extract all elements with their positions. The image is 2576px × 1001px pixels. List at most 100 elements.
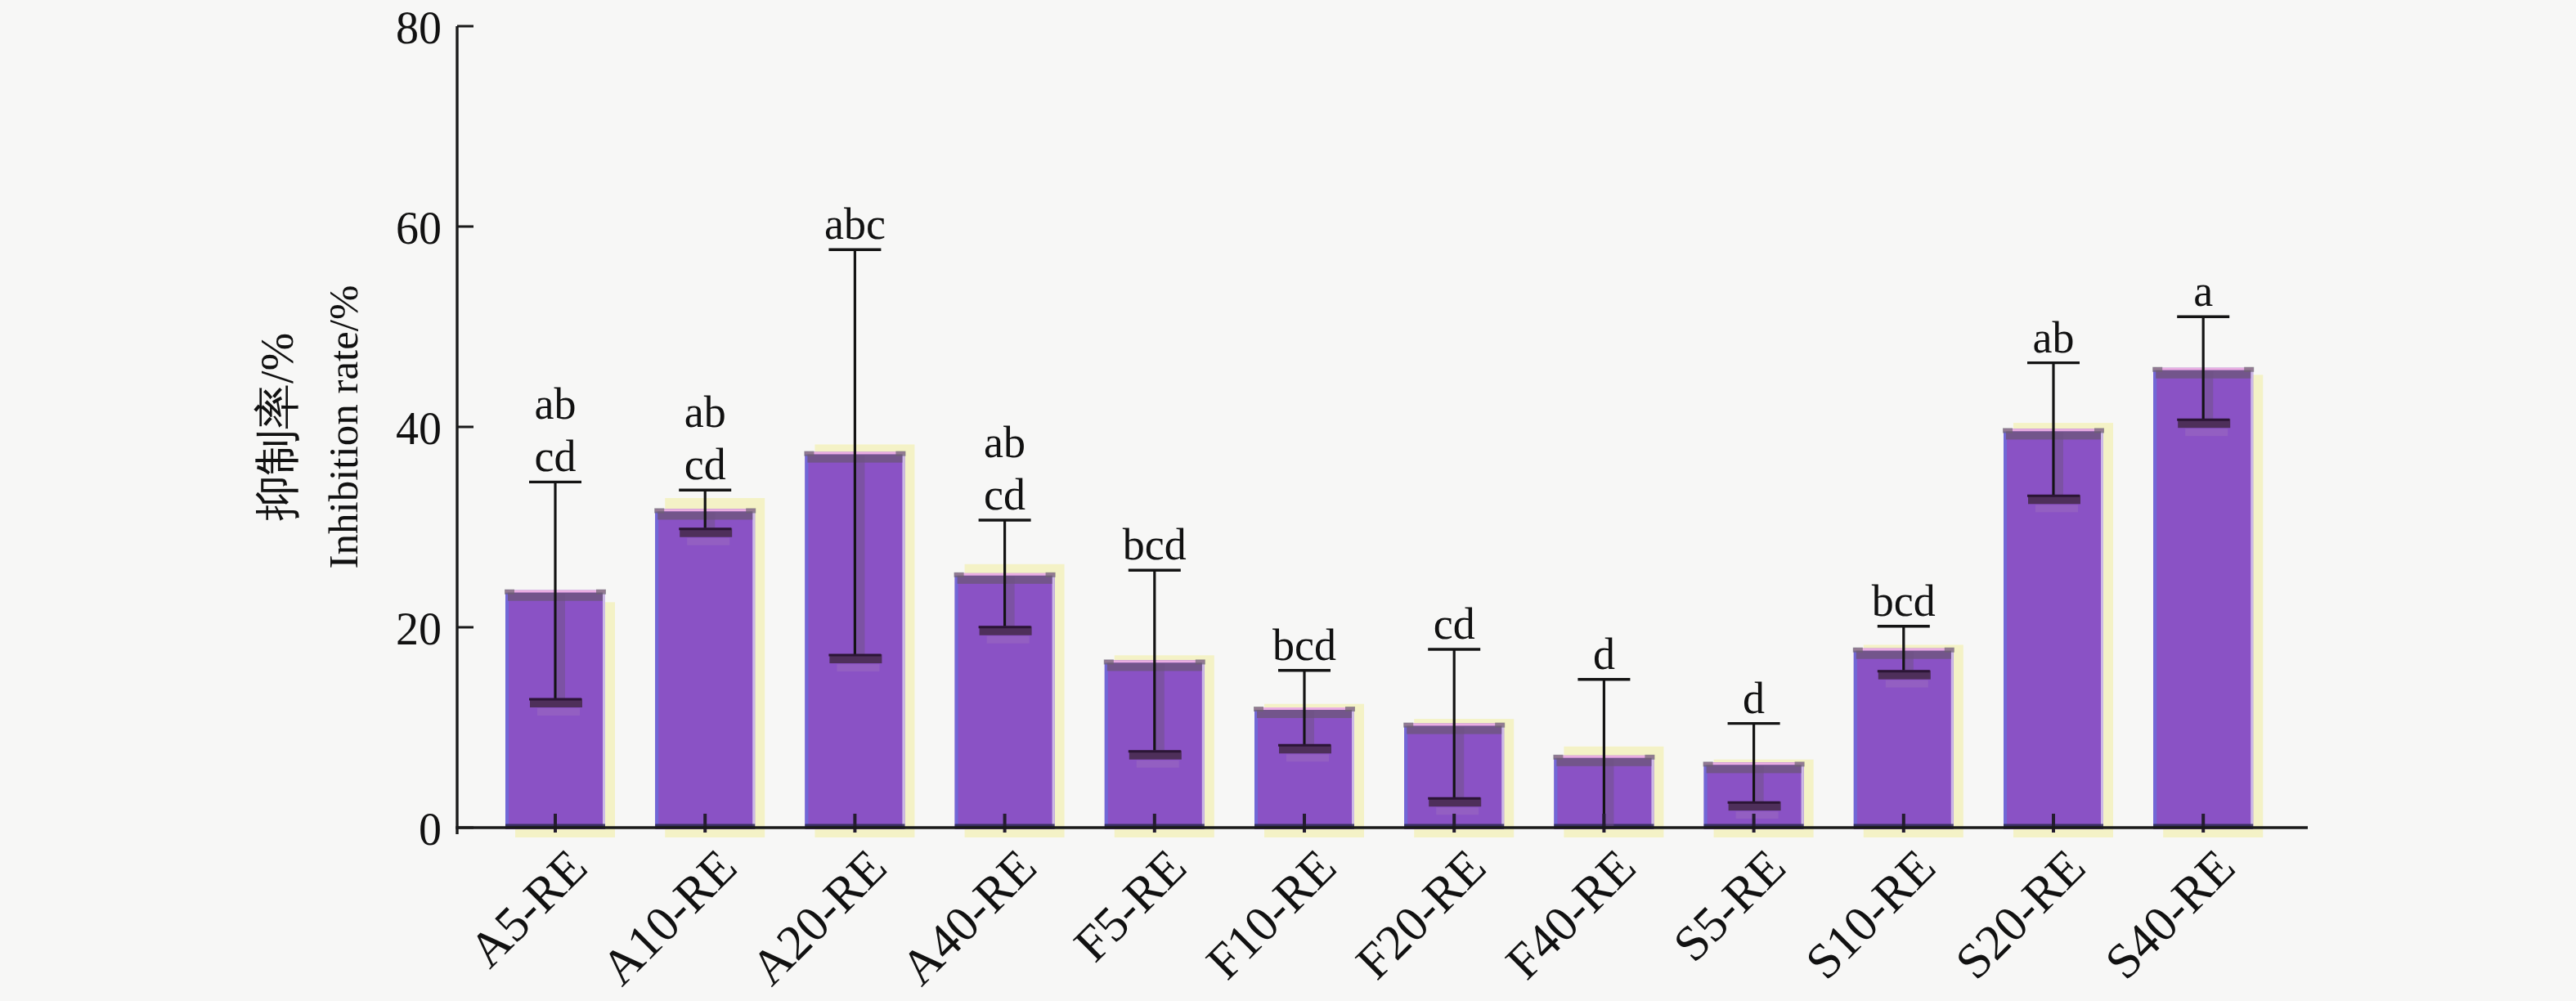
sig-letter: ab (535, 379, 577, 429)
bar-corner-nub (2152, 367, 2162, 372)
bar-edge-left (505, 590, 509, 828)
y-tick-label: 60 (396, 203, 442, 254)
sig-letter: ab (684, 388, 726, 437)
bar-edge-left (1105, 660, 1108, 828)
whisker-stripe (856, 456, 864, 654)
bar-edge-right (1352, 707, 1354, 828)
bar-corner-nub (1645, 755, 1654, 760)
error-cap-bottom-echo (1886, 680, 1928, 688)
y-axis-title-en: Inhibition rate/% (321, 285, 366, 569)
x-tick (1752, 814, 1756, 833)
bar-chart: abcdA5-REabcdA10-REabcA20-REabcdA40-REbc… (0, 0, 2576, 1001)
y-tick-label: 20 (396, 604, 442, 654)
whisker-stripe (1156, 663, 1165, 750)
x-tick (1153, 814, 1156, 833)
bar (655, 509, 755, 829)
whisker-stripe (557, 594, 565, 698)
bar-corner-nub (746, 508, 756, 513)
bar-corner-nub (1345, 707, 1355, 711)
whisker-stripe (1905, 652, 1914, 671)
x-tick (853, 814, 856, 833)
bar-edge-left (1554, 756, 1557, 828)
bar-edge-left (1854, 649, 1857, 828)
bar-corner-nub (1403, 723, 1413, 728)
bar-corner-nub (654, 508, 664, 513)
whisker-stripe (2055, 432, 2063, 495)
bar-corner-nub (1046, 572, 1056, 577)
whisker-stripe (1605, 759, 1613, 826)
bar-edge-right (1651, 756, 1654, 828)
x-tick (1902, 814, 1905, 833)
x-tick (1602, 814, 1605, 833)
sig-letter: cd (684, 440, 726, 489)
sig-letter: bcd (1872, 577, 1936, 626)
bar-corner-nub (1553, 755, 1563, 760)
sig-letter: d (1743, 674, 1765, 723)
bar-edge-left (1404, 724, 1407, 828)
sig-letter: a (2193, 267, 2213, 316)
bar-edge-right (2251, 368, 2253, 828)
bar-edge-right (1951, 649, 1954, 828)
x-tick (1003, 814, 1007, 833)
sig-letter: ab (2033, 313, 2075, 362)
bar-edge-right (603, 590, 605, 828)
bar-corner-nub (2094, 428, 2104, 433)
bar-corner-nub (596, 590, 606, 595)
bar-edge-right (1202, 660, 1205, 828)
bar-edge-right (752, 509, 755, 828)
error-cap-bottom-echo (1436, 807, 1479, 815)
bar-edge-right (1052, 573, 1055, 828)
bar-corner-nub (1104, 659, 1114, 664)
x-tick-label: F40-RE (1496, 839, 1646, 990)
x-tick (703, 814, 707, 833)
x-tick-label: S10-RE (1795, 839, 1945, 990)
x-tick (2052, 814, 2055, 833)
x-tick-label: F10-RE (1196, 839, 1346, 990)
error-cap-bottom-echo (837, 664, 879, 671)
bar-corner-nub (1945, 648, 1954, 653)
error-cap-bottom-echo (1137, 761, 1179, 768)
x-tick (1303, 814, 1306, 833)
bar-edge-right (1802, 762, 1804, 828)
bar-corner-nub (1254, 707, 1263, 711)
bar-corner-nub (804, 451, 814, 456)
bar-edge-right (2101, 429, 2103, 828)
sig-letter: cd (984, 470, 1025, 519)
x-tick-label: A5-RE (459, 839, 598, 978)
x-tick-label: S5-RE (1663, 839, 1795, 972)
sig-letter: bcd (1272, 621, 1336, 670)
bar-edge-left (655, 509, 658, 828)
bar-corner-nub (1853, 648, 1863, 653)
x-tick-label: S20-RE (1945, 839, 2095, 990)
x-tick-label: A10-RE (590, 839, 747, 995)
bar-corner-nub (505, 590, 514, 595)
y-axis-title-cn: 抑制率/% (252, 333, 303, 521)
y-tick-label: 80 (396, 2, 442, 53)
x-tick (1452, 814, 1456, 833)
whisker-stripe (2205, 371, 2213, 419)
bar-corner-nub (1196, 659, 1205, 664)
bar-edge-right (902, 452, 904, 828)
whisker-stripe (707, 512, 715, 527)
error-cap-bottom-echo (1286, 754, 1329, 761)
sig-letter: ab (984, 418, 1025, 467)
error-cap-bottom-echo (537, 708, 580, 716)
bar-corner-nub (1495, 723, 1505, 728)
sig-letter: d (1593, 630, 1615, 679)
x-tick (554, 814, 557, 833)
y-tick-label: 40 (396, 403, 442, 454)
bar-corner-nub (1703, 761, 1713, 766)
bar-corner-nub (954, 572, 964, 577)
x-tick-label: S40-RE (2094, 839, 2245, 990)
sig-letter: abc (824, 200, 886, 249)
error-cap-bottom-echo (1736, 811, 1779, 819)
bar-edge-left (2153, 368, 2156, 828)
bar-edge-right (1501, 724, 1504, 828)
sig-letter: cd (1434, 599, 1475, 649)
x-tick-label: F5-RE (1064, 839, 1196, 972)
x-tick (2201, 814, 2205, 833)
whisker-stripe (1456, 727, 1464, 798)
y-tick-label: 0 (419, 804, 442, 855)
error-cap-bottom-echo (2035, 505, 2078, 512)
bar-corner-nub (1795, 761, 1805, 766)
